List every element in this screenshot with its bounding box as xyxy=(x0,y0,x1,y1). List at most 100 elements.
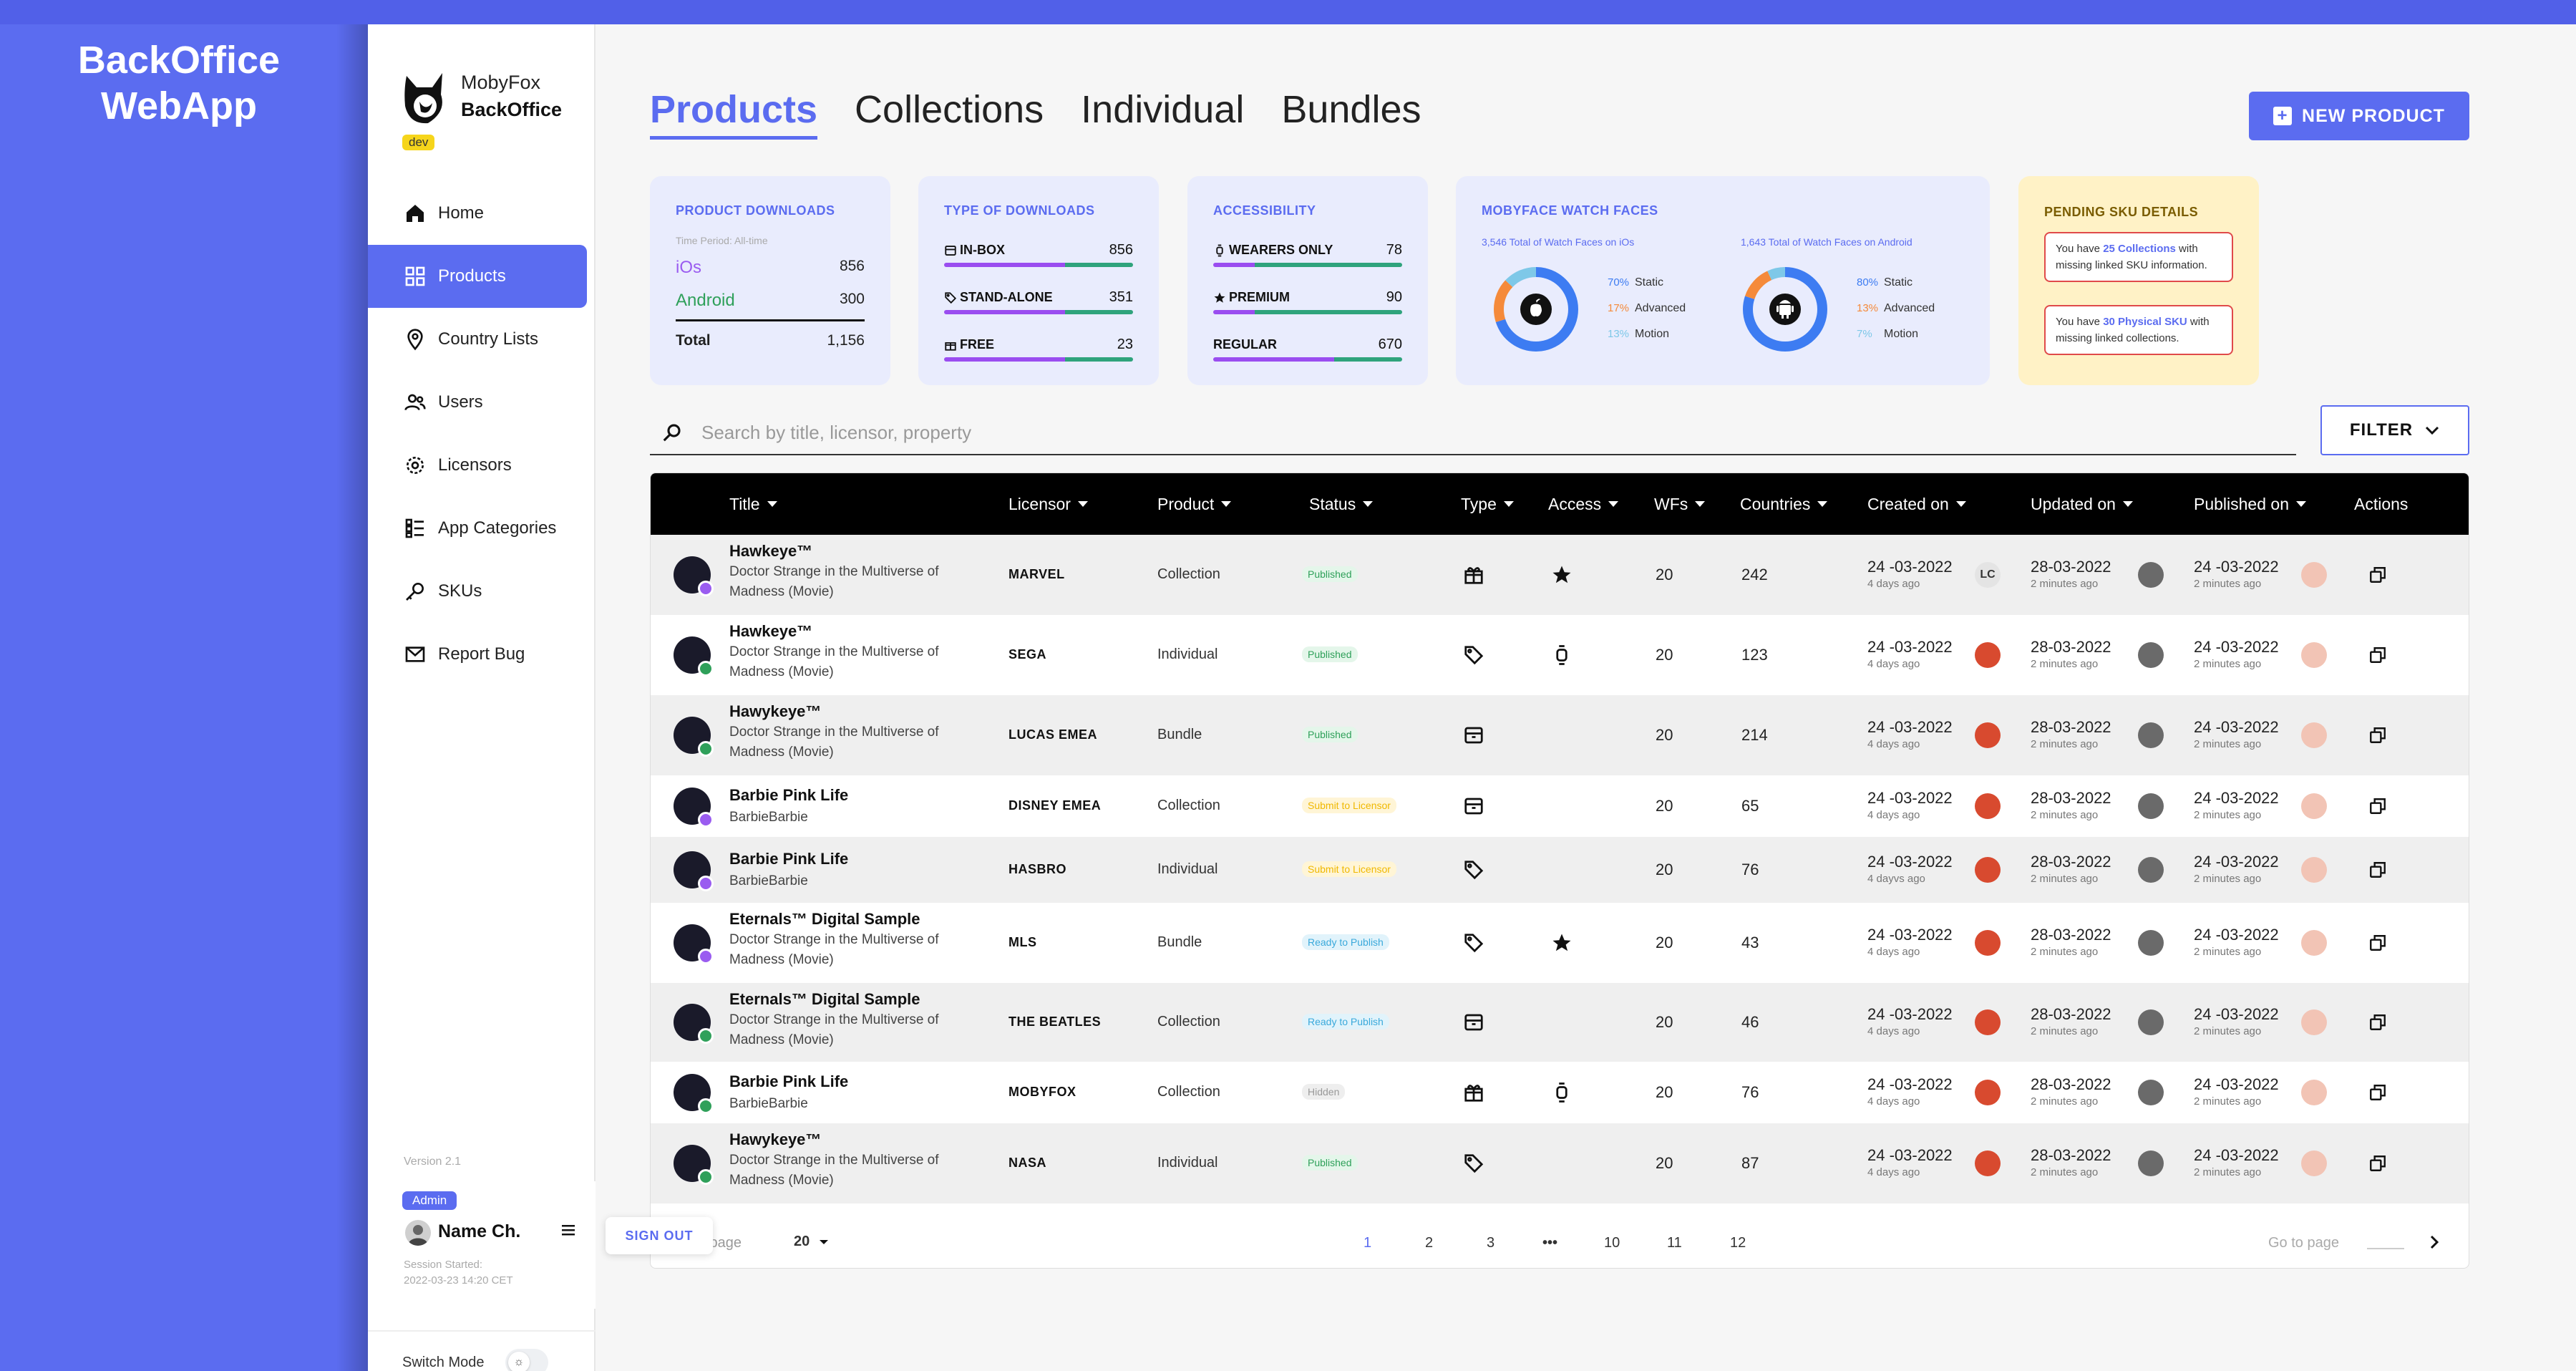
avatar[interactable] xyxy=(2138,562,2164,588)
copy-icon[interactable] xyxy=(2368,797,2387,815)
avatar[interactable] xyxy=(2301,857,2327,883)
sidebar-item-licensors[interactable]: Licensors xyxy=(368,434,596,497)
product-title[interactable]: Eternals™ Digital Sample xyxy=(729,910,920,928)
copy-icon[interactable] xyxy=(2368,566,2387,584)
sidebar-item-report-bug[interactable]: Report Bug xyxy=(368,623,596,686)
avatar[interactable] xyxy=(2138,930,2164,956)
page-ellipsis[interactable]: ••• xyxy=(1542,1235,1558,1251)
col-wfs[interactable]: WFs xyxy=(1654,473,1706,535)
created-date: 24 -03-2022 xyxy=(1867,1146,1953,1164)
sidebar-item-country-lists[interactable]: Country Lists xyxy=(368,308,596,371)
filter-button[interactable]: FILTER xyxy=(2320,405,2469,455)
avatar[interactable] xyxy=(1975,857,2001,883)
table-row[interactable]: Hawykeye™ Doctor Strange in the Multivers… xyxy=(651,695,2469,775)
sku-alert-collections[interactable]: You have 25 Collections with missing lin… xyxy=(2044,232,2233,282)
android-badge-icon xyxy=(698,1098,714,1114)
col-licensor[interactable]: Licensor xyxy=(1008,473,1088,535)
product-title[interactable]: Hawykeye™ xyxy=(729,702,822,720)
avatar[interactable] xyxy=(2301,1080,2327,1105)
goto-page-input[interactable] xyxy=(2367,1248,2404,1249)
table-row[interactable]: Barbie Pink Life BarbieBarbie HASBRO Indivi… xyxy=(651,837,2469,903)
copy-icon[interactable] xyxy=(2368,861,2387,879)
sidebar-item-skus[interactable]: SKUs xyxy=(368,560,596,623)
page-link[interactable]: 12 xyxy=(1730,1235,1746,1251)
chevron-right-icon[interactable] xyxy=(2424,1232,2444,1252)
table-row[interactable]: Hawkeye™ Doctor Strange in the Multiverse… xyxy=(651,535,2469,615)
page-link[interactable]: 2 xyxy=(1425,1235,1434,1251)
per-page-select[interactable]: 20 xyxy=(794,1234,830,1250)
product-title[interactable]: Hawkeye™ xyxy=(729,542,813,560)
col-title[interactable]: Title xyxy=(729,473,777,535)
avatar[interactable] xyxy=(2138,1080,2164,1105)
avatar[interactable] xyxy=(2138,857,2164,883)
col-published-on[interactable]: Published on xyxy=(2194,473,2306,535)
mode-toggle[interactable]: ☼ xyxy=(505,1349,548,1371)
avatar[interactable] xyxy=(1975,930,2001,956)
menu-icon[interactable] xyxy=(560,1221,577,1239)
copy-icon[interactable] xyxy=(2368,726,2387,745)
product-title[interactable]: Hawykeye™ xyxy=(729,1130,822,1148)
avatar[interactable]: LC xyxy=(1975,562,2001,588)
table-row[interactable]: Eternals™ Digital Sample Doctor Strange i… xyxy=(651,903,2469,983)
avatar[interactable] xyxy=(1975,642,2001,668)
col-product[interactable]: Product xyxy=(1157,473,1232,535)
avatar[interactable] xyxy=(1975,722,2001,748)
copy-icon[interactable] xyxy=(2368,1154,2387,1173)
avatar[interactable] xyxy=(1975,1150,2001,1176)
page-link[interactable]: 11 xyxy=(1667,1235,1682,1251)
page-link[interactable]: 10 xyxy=(1604,1235,1620,1251)
col-updated-on[interactable]: Updated on xyxy=(2031,473,2133,535)
product-title[interactable]: Barbie Pink Life xyxy=(729,850,849,868)
col-created-on[interactable]: Created on xyxy=(1867,473,1966,535)
avatar[interactable] xyxy=(2138,793,2164,819)
table-row[interactable]: Hawykeye™ Doctor Strange in the Multivers… xyxy=(651,1123,2469,1203)
sidebar-item-app-categories[interactable]: App Categories xyxy=(368,497,596,560)
avatar[interactable] xyxy=(2301,930,2327,956)
tab-collections[interactable]: Collections xyxy=(855,88,1044,131)
product-title[interactable]: Barbie Pink Life xyxy=(729,786,849,804)
avatar[interactable] xyxy=(405,1220,431,1246)
copy-icon[interactable] xyxy=(2368,934,2387,952)
avatar[interactable] xyxy=(2138,642,2164,668)
avatar[interactable] xyxy=(2301,642,2327,668)
product-title[interactable]: Barbie Pink Life xyxy=(729,1072,849,1090)
avatar[interactable] xyxy=(2301,1009,2327,1035)
avatar[interactable] xyxy=(1975,793,2001,819)
new-product-button[interactable]: + NEW PRODUCT xyxy=(2249,92,2469,140)
sidebar-item-home[interactable]: Home xyxy=(368,182,596,245)
page-link[interactable]: 3 xyxy=(1487,1235,1495,1251)
table-row[interactable]: Eternals™ Digital Sample Doctor Strange i… xyxy=(651,983,2469,1062)
table-row[interactable]: Hawkeye™ Doctor Strange in the Multiverse… xyxy=(651,615,2469,695)
avatar[interactable] xyxy=(1975,1009,2001,1035)
col-status[interactable]: Status xyxy=(1309,473,1374,535)
avatar[interactable] xyxy=(2301,722,2327,748)
avatar[interactable] xyxy=(2138,1150,2164,1176)
table-row[interactable]: Barbie Pink Life BarbieBarbie DISNEY EMEA C… xyxy=(651,775,2469,837)
avatar[interactable] xyxy=(2138,722,2164,748)
avatar[interactable] xyxy=(1975,1080,2001,1105)
tab-individual[interactable]: Individual xyxy=(1081,88,1245,131)
col-access[interactable]: Access xyxy=(1548,473,1619,535)
updated-date: 28-03-2022 xyxy=(2031,638,2111,656)
sku-alert-physical[interactable]: You have 30 Physical SKU with missing li… xyxy=(2044,305,2233,355)
sidebar-item-users[interactable]: Users xyxy=(368,371,596,434)
sign-out-button[interactable]: SIGN OUT xyxy=(606,1217,713,1254)
tab-products[interactable]: Products xyxy=(650,87,818,140)
page-link[interactable]: 1 xyxy=(1364,1235,1372,1251)
product-title[interactable]: Eternals™ Digital Sample xyxy=(729,990,920,1008)
copy-icon[interactable] xyxy=(2368,1013,2387,1032)
search-input[interactable] xyxy=(701,421,2133,444)
avatar[interactable] xyxy=(2301,1150,2327,1176)
copy-icon[interactable] xyxy=(2368,1083,2387,1102)
col-countries[interactable]: Countries xyxy=(1740,473,1828,535)
product-title[interactable]: Hawkeye™ xyxy=(729,622,813,640)
avatar[interactable] xyxy=(2301,793,2327,819)
avatar[interactable] xyxy=(2301,562,2327,588)
sidebar-item-label: App Categories xyxy=(438,518,557,538)
table-row[interactable]: Barbie Pink Life BarbieBarbie MOBYFOX Colle… xyxy=(651,1062,2469,1123)
sidebar-item-products[interactable]: Products xyxy=(368,245,587,308)
tab-bundles[interactable]: Bundles xyxy=(1281,88,1421,131)
avatar[interactable] xyxy=(2138,1009,2164,1035)
copy-icon[interactable] xyxy=(2368,646,2387,664)
col-type[interactable]: Type xyxy=(1461,473,1514,535)
